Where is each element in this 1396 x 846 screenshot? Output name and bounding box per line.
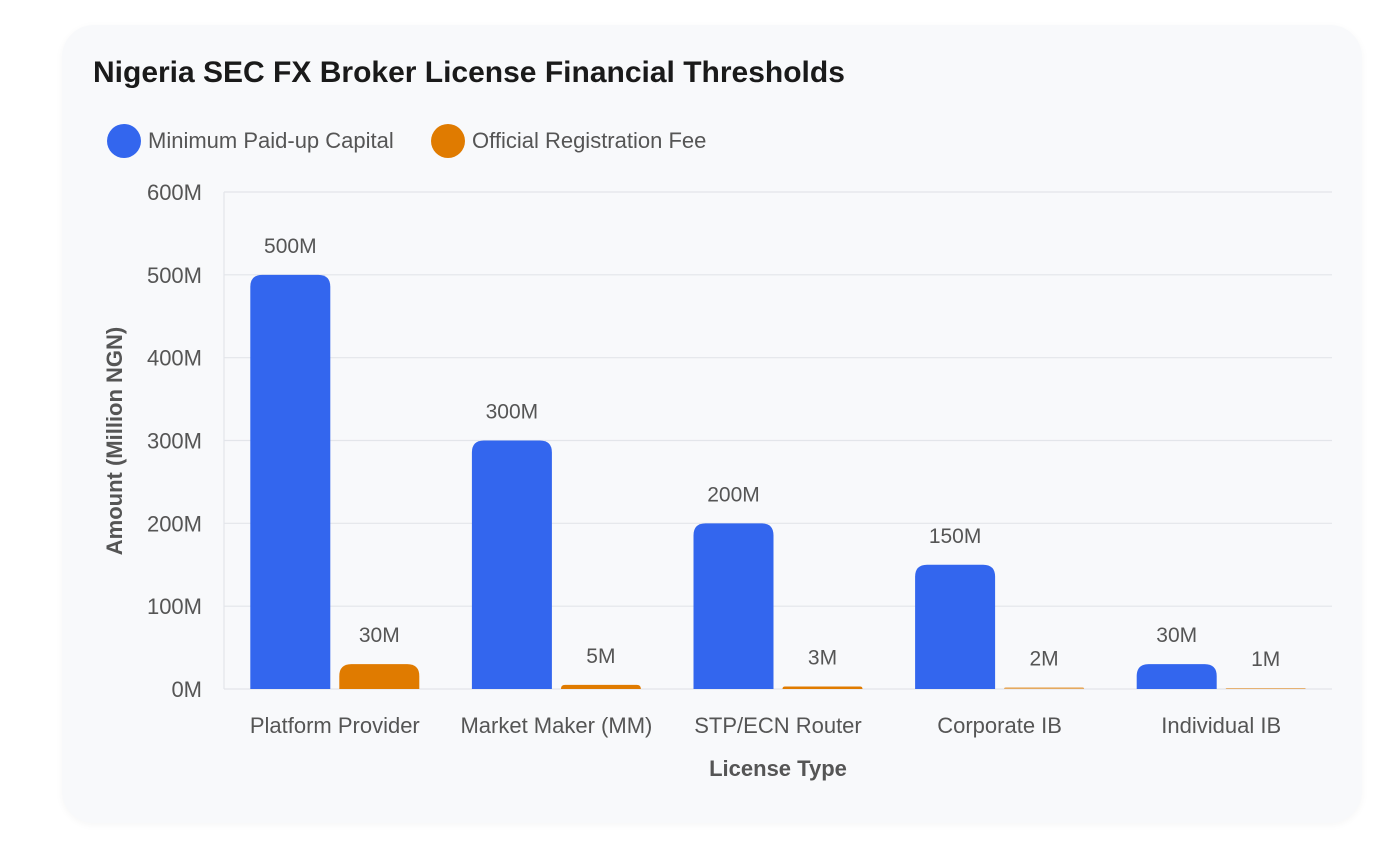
legend: Minimum Paid-up Capital Official Registra…	[107, 124, 706, 158]
bar	[782, 686, 863, 689]
x-tick-label: Platform Provider	[250, 713, 420, 738]
legend-swatch	[431, 124, 465, 158]
legend-label: Minimum Paid-up Capital	[148, 128, 394, 153]
chart-title: Nigeria SEC FX Broker License Financial …	[93, 56, 845, 89]
x-tick-label: STP/ECN Router	[694, 713, 862, 738]
x-tick-label: Market Maker (MM)	[460, 713, 652, 738]
legend-label: Official Registration Fee	[472, 128, 706, 153]
bar-value-label: 1M	[1251, 648, 1280, 671]
bar	[339, 664, 420, 689]
y-tick-label: 100M	[147, 594, 202, 619]
bar-value-label: 500M	[264, 235, 317, 258]
bar	[1004, 687, 1085, 689]
bar-value-label: 150M	[929, 525, 982, 548]
bar	[915, 564, 996, 689]
bar-value-labels: 500M 30M 300M 5M 200M 3M 150M 2M 30M 1M	[264, 235, 1280, 671]
bar	[560, 684, 641, 689]
y-tick-label: 200M	[147, 511, 202, 536]
y-tick-label: 300M	[147, 429, 202, 454]
bar-value-label: 3M	[808, 647, 837, 670]
x-tick-label: Individual IB	[1161, 713, 1281, 738]
legend-swatch	[107, 124, 141, 158]
bar-value-label: 30M	[359, 624, 400, 647]
y-tick-label: 0M	[171, 677, 202, 702]
bar-value-label: 200M	[707, 483, 760, 506]
bar-value-label: 30M	[1156, 624, 1197, 647]
bar-value-label: 2M	[1030, 647, 1059, 670]
bar	[250, 274, 331, 689]
bar	[693, 523, 774, 689]
y-axis-ticks: 0M 100M 200M 300M 400M 500M 600M	[147, 180, 202, 702]
bar-value-label: 300M	[486, 401, 539, 424]
x-axis-label: License Type	[709, 756, 847, 781]
grid-lines	[223, 191, 1332, 690]
x-axis-ticks: Platform Provider Market Maker (MM) STP/EC…	[250, 713, 1281, 738]
bar	[1225, 688, 1306, 689]
bar	[471, 440, 552, 689]
bar-value-label: 5M	[586, 645, 615, 668]
y-tick-label: 600M	[147, 180, 202, 205]
bars	[250, 274, 1306, 689]
x-tick-label: Corporate IB	[937, 713, 1062, 738]
bar	[1136, 664, 1217, 689]
y-tick-label: 500M	[147, 263, 202, 288]
y-tick-label: 400M	[147, 346, 202, 371]
y-axis-label: Amount (Million NGN)	[102, 327, 127, 556]
